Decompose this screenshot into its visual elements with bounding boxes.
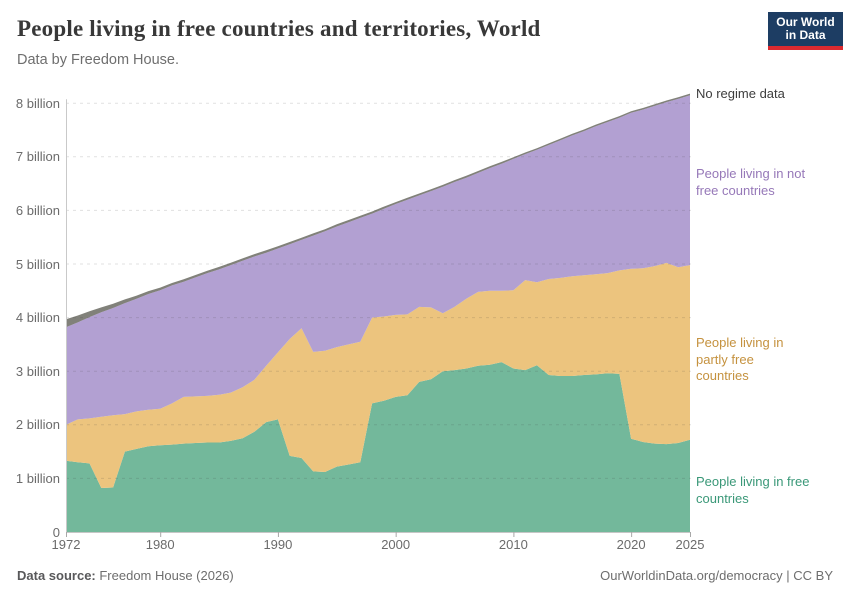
data-source-value: Freedom House (2026) (95, 568, 234, 583)
y-axis-label-8-billion: 8 billion (15, 95, 60, 111)
owid-logo-line2: in Data (785, 28, 826, 42)
x-axis-label-2025: 2025 (675, 537, 705, 552)
owid-logo: Our World in Data (768, 12, 843, 50)
license-note: OurWorldinData.org/democracy | CC BY (600, 568, 833, 583)
x-axis-label-2000: 2000 (381, 537, 411, 552)
area-people-living-in-partly-free-countries[interactable] (66, 262, 690, 488)
y-axis-label-4-billion: 4 billion (15, 310, 60, 326)
y-axis-label-5-billion: 5 billion (15, 256, 60, 272)
y-axis-label-0: 0 (52, 524, 60, 540)
series-label-no-regime-data: No regime data (696, 86, 785, 101)
series-label-partly-free: People living in partly free countries (696, 335, 784, 383)
x-axis-label-1972: 1972 (51, 537, 81, 552)
y-axis-label-2-billion: 2 billion (15, 417, 60, 433)
data-source-label: Data source: (17, 568, 96, 583)
data-source-note: Data source: Freedom House (2026) (17, 568, 234, 583)
page-title: People living in free countries and terr… (17, 16, 541, 41)
owid-logo-line1: Our World (776, 15, 835, 29)
series-label-not-free: People living in not free countries (696, 166, 806, 198)
area-people-living-in-not-free-countries[interactable] (66, 95, 690, 425)
y-axis-label-6-billion: 6 billion (15, 202, 60, 218)
y-axis-label-1-billion: 1 billion (15, 470, 60, 486)
x-axis-label-2010: 2010 (498, 537, 528, 552)
y-axis-label-7-billion: 7 billion (15, 149, 60, 165)
x-axis-label-1980: 1980 (145, 537, 175, 552)
area-people-living-in-free-countries[interactable] (66, 362, 690, 532)
y-axis-label-3-billion: 3 billion (15, 363, 60, 379)
x-axis-label-2020: 2020 (616, 537, 646, 552)
area-no-regime-data[interactable] (66, 93, 690, 328)
series-label-free: People living in free countries (696, 474, 810, 506)
x-axis-label-1990: 1990 (263, 537, 293, 552)
chart-subtitle: Data by Freedom House. (17, 52, 179, 68)
